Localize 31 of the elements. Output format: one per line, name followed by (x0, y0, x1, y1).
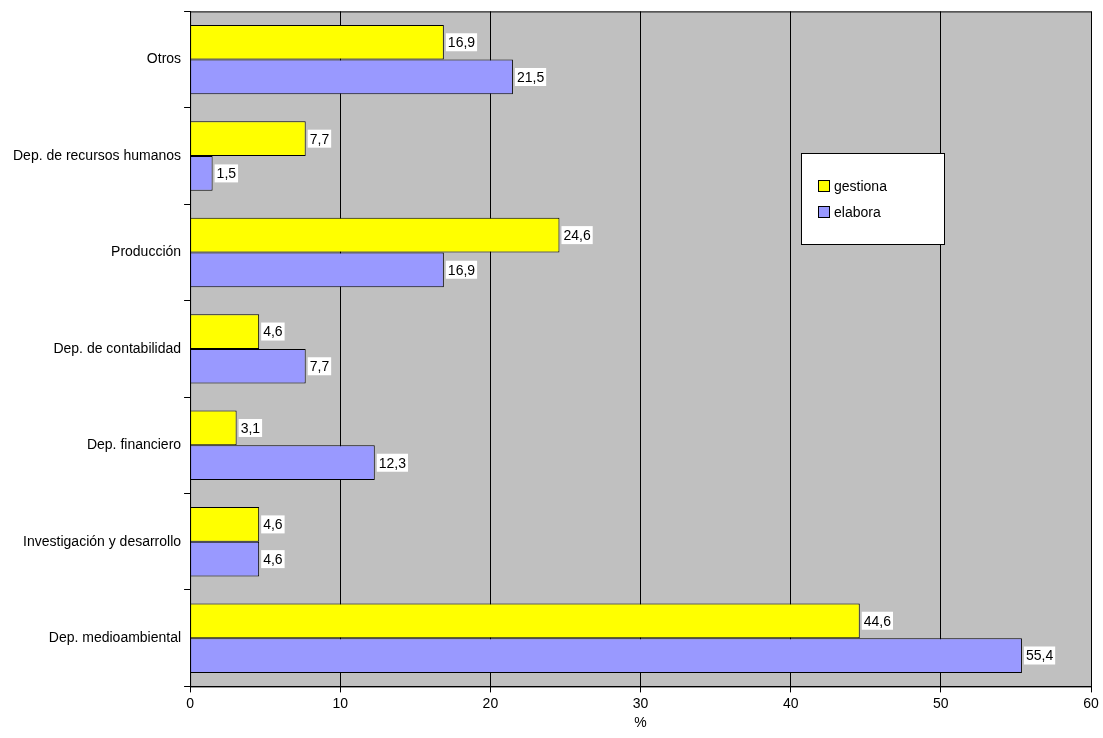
data-label: 7,7 (309, 130, 330, 147)
data-label: 55,4 (1025, 647, 1054, 664)
data-label: 4,6 (263, 516, 283, 533)
x-tick-label: 40 (782, 694, 799, 711)
y-tick-label: Producción (111, 243, 182, 260)
data-label: 16,9 (447, 34, 476, 51)
x-tick-label: 30 (632, 694, 649, 711)
data-label: 16,9 (447, 261, 476, 278)
x-tick-label: 10 (332, 694, 349, 711)
legend-label: gestiona (833, 178, 888, 195)
data-label: 24,6 (563, 226, 591, 243)
data-label: 7,7 (309, 358, 330, 375)
y-tick-label: Dep. de contabilidad (53, 339, 182, 356)
x-tick-label: 0 (186, 694, 195, 711)
data-label: 44,6 (863, 612, 892, 629)
y-tick-label: Dep. medioambiental (48, 629, 182, 646)
y-tick-label: Otros (146, 50, 182, 67)
data-label: 3,1 (240, 419, 261, 436)
x-tick-label: 60 (1083, 694, 1099, 711)
data-label: 4,6 (263, 550, 283, 567)
y-tick-label: Dep. de recursos humanos (13, 146, 182, 163)
y-tick-label: Investigación y desarrollo (23, 532, 182, 549)
data-label: 4,6 (263, 323, 283, 340)
x-axis-title: % (634, 714, 647, 731)
legend-label: elabora (833, 204, 882, 221)
x-tick-label: 20 (482, 694, 499, 711)
data-label: 12,3 (378, 454, 407, 471)
data-label: 21,5 (516, 68, 545, 85)
data-label: 1,5 (216, 165, 237, 182)
x-tick-label: 50 (933, 694, 949, 711)
y-tick-label: Dep. financiero (86, 436, 182, 453)
